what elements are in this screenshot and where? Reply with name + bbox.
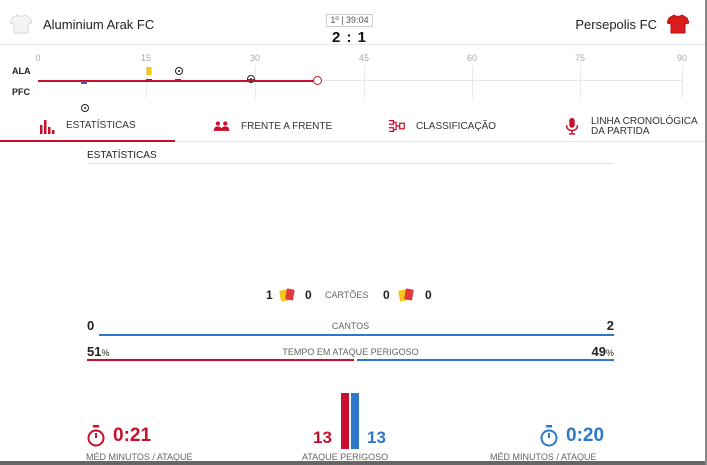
tab-head-to-head[interactable]: FRENTE A FRENTE [175, 112, 350, 142]
away-team-name: Persepolis FC [575, 16, 657, 32]
cards-label: CARTÕES [325, 290, 369, 300]
away-red-cards: 0 [425, 288, 432, 302]
home-dangerous-attacks-bar [341, 393, 349, 449]
timeline-gridline [580, 66, 581, 98]
microphone-icon [565, 117, 579, 135]
away-dangerous-time: 49% [591, 344, 614, 359]
tab-standings[interactable]: CLASSIFICAÇÃO [350, 112, 525, 142]
timeline-tick: 60 [466, 53, 478, 63]
home-yellow-cards: 1 [266, 288, 273, 302]
section-title: ESTATÍSTICAS [87, 150, 157, 161]
away-yellow-cards: 0 [383, 288, 390, 302]
match-clock: 1º | 39:04 [326, 14, 373, 27]
away-kit-icon [667, 14, 689, 34]
dangerous-attacks-label: ATAQUE PERIGOSO [302, 452, 389, 462]
home-avg-minutes: 0:21 [86, 425, 151, 447]
away-dangerous-attacks: 13 [367, 428, 386, 447]
dangerous-time-stat-row: 51% TEMPO EM ATAQUE PERIGOSO 49% [87, 344, 614, 362]
timeline-axis [38, 80, 683, 81]
timeline-gridline [364, 66, 365, 98]
stopwatch-icon [540, 425, 558, 447]
stopwatch-icon [87, 425, 105, 447]
cards-stat-row: 1 0 CARTÕES 0 0 [87, 287, 614, 303]
home-dangerous-time-bar [87, 359, 354, 361]
event-marker [248, 79, 254, 82]
timeline-tick: 15 [140, 53, 152, 63]
tab-match-timeline-label: LINHA CRONOLÓGICA DA PARTIDA [591, 116, 698, 137]
home-corners: 0 [87, 318, 95, 333]
away-dangerous-time-bar [357, 359, 614, 361]
home-dangerous-attacks: 13 [313, 428, 332, 447]
goal-ball-icon[interactable] [175, 67, 183, 75]
timeline-tick: 90 [676, 53, 688, 63]
scoreboard: 1º | 39:04 2 : 1 [323, 10, 376, 46]
event-marker [146, 79, 152, 82]
timeline-gridline [682, 66, 683, 98]
timeline-tick: 75 [574, 53, 586, 63]
tab-head-to-head-label: FRENTE A FRENTE [241, 121, 333, 132]
timeline-away-label: PFC [12, 87, 30, 97]
timeline-home-label: ALA [12, 66, 31, 76]
tab-statistics[interactable]: ESTATÍSTICAS [0, 112, 175, 142]
away-corners: 2 [606, 318, 614, 333]
yellow-card-icon[interactable] [146, 67, 152, 75]
away-avg-minutes-value: 0:20 [566, 425, 605, 446]
tab-standings-label: CLASSIFICAÇÃO [416, 121, 497, 132]
timeline-gridline [472, 66, 473, 98]
match-timeline: ALA PFC 0 15 30 45 60 75 90 [0, 46, 707, 112]
timeline-tick: 30 [249, 53, 261, 63]
corners-stat-row: 0 CANTOS 2 [87, 318, 614, 336]
tab-statistics-label: ESTATÍSTICAS [66, 120, 136, 131]
home-team-name: Aluminium Arak FC [43, 16, 155, 32]
timeline-gridline [255, 66, 256, 98]
goal-ball-icon[interactable] [81, 104, 89, 112]
match-header: Aluminium Arak FC 1º | 39:04 2 : 1 Perse… [0, 0, 707, 46]
section-divider [87, 163, 614, 164]
timeline-current-marker[interactable] [313, 76, 323, 85]
home-avg-minutes-label: MÉD MINUTOS / ATAQUE [86, 452, 193, 462]
away-avg-minutes-label: MÉD MINUTOS / ATAQUE [490, 452, 597, 462]
home-avg-minutes-value: 0:21 [113, 425, 152, 446]
event-marker [81, 81, 87, 84]
footer-strip [0, 461, 707, 465]
yellow-red-cards-icon [398, 288, 414, 302]
away-team[interactable]: Persepolis FC [575, 14, 689, 34]
match-score: 2 : 1 [331, 29, 367, 46]
away-avg-minutes: 0:20 [539, 425, 604, 447]
home-kit-icon [10, 14, 32, 34]
bracket-icon [388, 119, 405, 133]
timeline-tick: 0 [35, 53, 41, 63]
corners-label: CANTOS [331, 321, 370, 331]
bar-chart-icon [40, 120, 55, 134]
timeline-tick: 45 [358, 53, 370, 63]
event-marker [175, 79, 181, 82]
away-dangerous-attacks-bar [351, 393, 359, 449]
window-edge [705, 0, 707, 465]
home-team[interactable]: Aluminium Arak FC [10, 14, 154, 34]
tab-match-timeline[interactable]: LINHA CRONOLÓGICA DA PARTIDA [525, 112, 700, 142]
yellow-red-cards-icon [279, 288, 295, 302]
away-corners-bar [99, 334, 614, 336]
home-dangerous-time: 51% [87, 344, 110, 359]
tab-bar: ESTATÍSTICAS FRENTE A FRENTE CLASSIFICAÇ… [0, 112, 707, 142]
timeline-gridline [146, 66, 147, 98]
users-icon [213, 121, 230, 131]
dangerous-time-label: TEMPO EM ATAQUE PERIGOSO [282, 347, 419, 357]
home-red-cards: 0 [305, 288, 312, 302]
